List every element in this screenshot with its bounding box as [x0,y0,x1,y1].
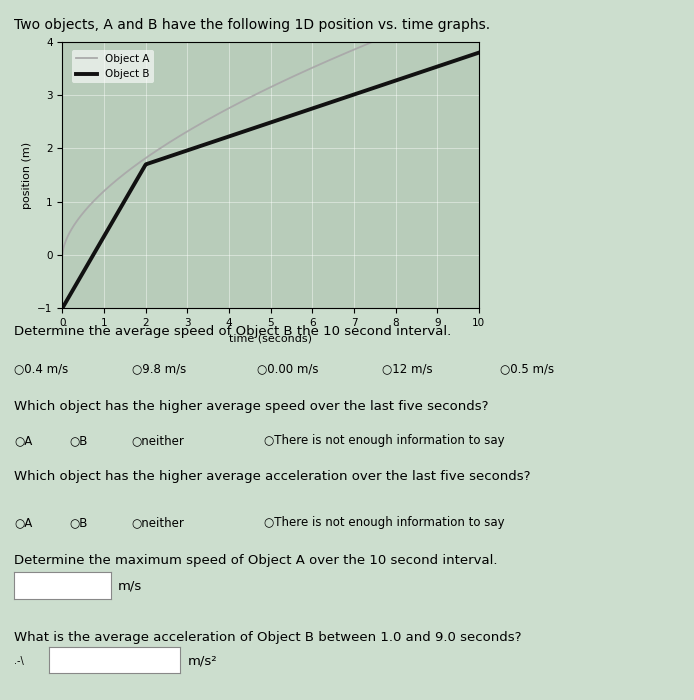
Text: Determine the maximum speed of Object A over the 10 second interval.: Determine the maximum speed of Object A … [14,554,498,568]
Text: ○0.5 m/s: ○0.5 m/s [500,362,554,375]
X-axis label: time (seconds): time (seconds) [229,333,312,343]
Text: ○neither: ○neither [132,516,185,529]
Text: ○B: ○B [69,434,87,447]
Text: Which object has the higher average speed over the last five seconds?: Which object has the higher average spee… [14,400,489,414]
Legend: Object A, Object B: Object A, Object B [72,50,154,83]
Text: ○neither: ○neither [132,434,185,447]
Text: ○There is not enough information to say: ○There is not enough information to say [264,434,505,447]
Text: ○A: ○A [14,434,32,447]
Text: ○B: ○B [69,516,87,529]
Text: What is the average acceleration of Object B between 1.0 and 9.0 seconds?: What is the average acceleration of Obje… [14,631,521,645]
Text: ○12 m/s: ○12 m/s [382,362,432,375]
Text: ○There is not enough information to say: ○There is not enough information to say [264,516,505,529]
Text: m/s²: m/s² [187,654,217,667]
Text: ○9.8 m/s: ○9.8 m/s [132,362,186,375]
Y-axis label: position (m): position (m) [22,141,32,209]
Text: Which object has the higher average acceleration over the last five seconds?: Which object has the higher average acce… [14,470,530,484]
Text: ○0.4 m/s: ○0.4 m/s [14,362,68,375]
Text: Two objects, A and B have the following 1D position vs. time graphs.: Two objects, A and B have the following … [14,18,490,32]
Text: m/s: m/s [118,580,142,592]
Text: ○A: ○A [14,516,32,529]
Text: ○0.00 m/s: ○0.00 m/s [257,362,319,375]
Text: Determine the average speed of Object B the 10 second interval.: Determine the average speed of Object B … [14,326,451,339]
Text: .-\: .-\ [14,656,24,666]
